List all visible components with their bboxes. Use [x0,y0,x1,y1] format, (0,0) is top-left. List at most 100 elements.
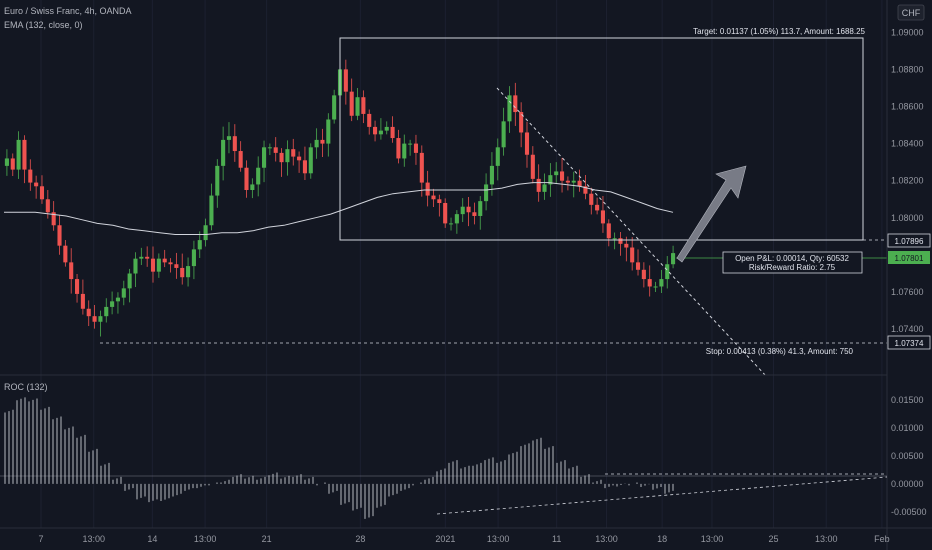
trendline-diagonal[interactable] [496,87,768,378]
candle-body [390,126,395,139]
candle-body [612,238,617,240]
candle-body [34,182,39,187]
candle-body [454,214,459,224]
candle-body [273,147,278,153]
candle-body [180,267,185,278]
candle-body [589,193,594,205]
candle-body [4,158,9,166]
candle-body [238,151,243,168]
candle-body [51,212,56,226]
candle-body [542,184,547,192]
candle-body [98,316,103,322]
candle-body [302,160,307,174]
candle-body [653,286,658,288]
candle-body [443,202,448,224]
roc-axis[interactable]: 0.01500 0.01000 0.00500 0.00000 -0.00500 [891,395,927,517]
roc-tick-label: 0.00500 [891,451,924,461]
roc-tick-label: 0.01000 [891,423,924,433]
candle-body [74,279,80,294]
candle-body [484,184,489,202]
roc-tick-label: 0.00000 [891,479,924,489]
time-tick-label: 13:00 [595,534,618,544]
time-tick-label: Feb [874,534,890,544]
price-tick-label: 1.08000 [891,213,924,223]
candle-body [577,180,582,187]
roc-histogram [4,397,674,519]
candle-body [355,97,360,116]
candle-body [256,167,261,185]
candle-body [279,152,284,163]
candle-body [63,245,68,263]
candle-body [519,112,524,133]
candle-body [431,195,436,200]
ema-line [4,182,674,235]
pnl-box[interactable]: Open P&L: 0.00014, Qty: 60532 Risk/Rewar… [722,251,863,274]
arrow-icon[interactable] [676,165,747,263]
stop-label: Stop: 0.00413 (0.38%) 41.3, Amount: 750 [706,347,854,356]
candle-body [600,210,606,224]
candle-body [583,186,588,194]
time-tick-label: 28 [355,534,365,544]
time-axis[interactable]: 7 13:00 14 13:00 21 28 2021 13:00 11 13:00 18 13:00… [38,534,889,544]
candle-body [104,306,109,317]
time-tick-label: 13:00 [487,534,510,544]
candle-body [69,262,74,280]
candle-body [343,69,348,92]
candle-body [478,201,483,216]
time-tick-label: 18 [657,534,667,544]
currency-badge[interactable]: CHF [897,4,925,21]
candle-body [197,240,202,250]
candle-body [507,95,512,122]
time-tick-label: 13:00 [82,534,105,544]
candle-body [22,139,27,170]
price-tick-label: 1.07600 [891,287,924,297]
candle-body [425,182,430,196]
badge-stop-price: 1.07374 [887,335,931,350]
candle-body [466,206,471,213]
candle-body [437,199,442,203]
target-box[interactable] [339,37,864,241]
candle-body [209,195,214,226]
candle-body [624,243,629,248]
candle-body [630,247,635,263]
candle-body [489,165,494,185]
candle-body [28,169,33,183]
candle-body [10,158,15,170]
price-axis[interactable]: 1.09000 1.08800 1.08600 1.08400 1.08200 1.080… [891,27,924,334]
badge-stop-price-text: 1.07374 [895,339,924,348]
candle-body [530,154,535,179]
candle-body [419,152,424,183]
time-tick-label: 25 [768,534,778,544]
candle-body [115,297,120,302]
candle-body [297,156,302,161]
price-tick-label: 1.07400 [891,324,924,334]
candle-body [261,147,267,168]
candle-body [402,143,407,159]
chart-title: Euro / Swiss Franc, 4h, OANDA [4,6,132,16]
roc-label: ROC (132) [4,382,48,392]
candle-body [186,266,191,278]
badge-target-price-text: 1.07896 [895,237,924,246]
candles-group [4,59,676,337]
candle-body [448,223,454,225]
time-tick-label: 14 [147,534,157,544]
candle-body [86,308,91,317]
candle-body [665,264,670,280]
candle-body [641,269,646,280]
candle-body [168,262,173,265]
candle-body [332,95,337,120]
candle-body [250,184,255,190]
indicator-label: EMA (132, close, 0) [4,20,83,30]
candle-body [285,149,290,163]
price-tick-label: 1.08600 [891,101,924,111]
candle-body [314,139,319,148]
candle-body [320,139,325,144]
candle-body [226,136,232,140]
candle-body [145,256,150,259]
candle-body [659,279,664,287]
candle-body [524,132,530,155]
candle-body [232,136,237,152]
candle-body [39,186,45,200]
candle-body [384,126,389,131]
